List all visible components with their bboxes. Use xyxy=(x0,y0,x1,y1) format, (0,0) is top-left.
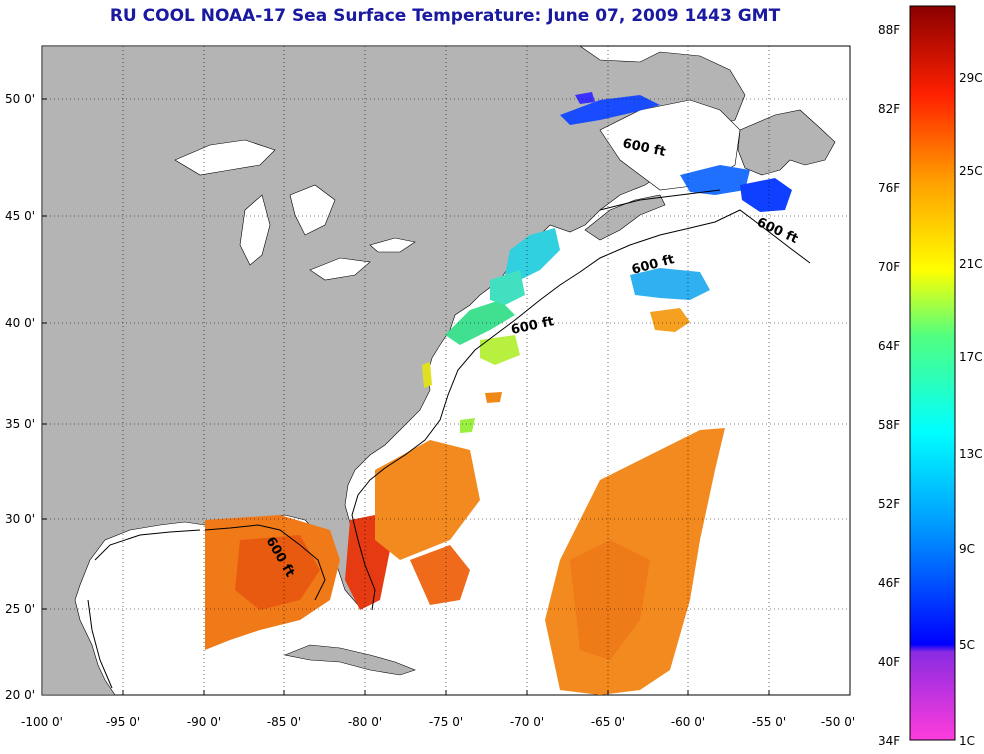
lat-tick-labels: 50 0' 45 0' 40 0' 35 0' 30 0' 25 0' 20 0… xyxy=(5,92,35,702)
lon-tick: -50 0' xyxy=(821,715,855,729)
lon-tick: -90 0' xyxy=(187,715,221,729)
colorbar-f-label: 76F xyxy=(878,181,900,195)
colorbar-f-labels: 88F 82F 76F 70F 64F 58F 52F 46F 40F 34F xyxy=(878,23,900,748)
lat-ticks xyxy=(42,98,47,610)
colorbar-f-label: 40F xyxy=(878,655,900,669)
colorbar-f-label: 46F xyxy=(878,576,900,590)
colorbar-f-label: 82F xyxy=(878,102,900,116)
lat-tick: 45 0' xyxy=(5,209,35,223)
sst-data xyxy=(205,92,792,695)
lon-tick: -70 0' xyxy=(510,715,544,729)
lon-tick: -55 0' xyxy=(752,715,786,729)
colorbar-c-labels: 29C 25C 21C 17C 13C 9C 5C 1C xyxy=(959,71,983,748)
colorbar-f-label: 64F xyxy=(878,339,900,353)
isobath-600ft xyxy=(87,189,811,689)
lat-tick: 35 0' xyxy=(5,417,35,431)
colorbar-c-label: 9C xyxy=(959,542,975,556)
lat-tick: 40 0' xyxy=(5,316,35,330)
lat-tick: 30 0' xyxy=(5,512,35,526)
land-newfoundland xyxy=(737,109,836,176)
lon-tick: -95 0' xyxy=(106,715,140,729)
lon-tick-labels: -100 0' -95 0' -90 0' -85 0' -80 0' -75 … xyxy=(21,715,855,729)
colorbar-f-label: 34F xyxy=(878,734,900,748)
lon-tick: -75 0' xyxy=(429,715,463,729)
colorbar-c-label: 13C xyxy=(959,447,983,461)
colorbar-f-label: 52F xyxy=(878,497,900,511)
colorbar-c-label: 21C xyxy=(959,257,983,271)
colorbar-f-label: 58F xyxy=(878,418,900,432)
graticule xyxy=(42,46,850,695)
colorbar-f-label: 88F xyxy=(878,23,900,37)
colorbar xyxy=(909,5,956,741)
lat-tick: 25 0' xyxy=(5,602,35,616)
lon-ticks xyxy=(122,690,770,695)
colorbar-c-label: 29C xyxy=(959,71,983,85)
land-cuba xyxy=(283,644,416,676)
colorbar-f-label: 70F xyxy=(878,260,900,274)
lon-tick: -80 0' xyxy=(348,715,382,729)
lon-tick: -100 0' xyxy=(21,715,63,729)
colorbar-c-label: 5C xyxy=(959,638,975,652)
colorbar-c-label: 17C xyxy=(959,350,983,364)
lon-tick: -60 0' xyxy=(671,715,705,729)
great-lakes xyxy=(174,139,416,281)
lon-tick: -65 0' xyxy=(591,715,625,729)
lon-tick: -85 0' xyxy=(267,715,301,729)
map-title: RU COOL NOAA-17 Sea Surface Temperature:… xyxy=(109,6,781,26)
land-nova-scotia xyxy=(584,194,666,241)
colorbar-c-label: 1C xyxy=(959,734,975,748)
colorbar-c-label: 25C xyxy=(959,164,983,178)
lat-tick: 20 0' xyxy=(5,688,35,702)
lat-tick: 50 0' xyxy=(5,92,35,106)
